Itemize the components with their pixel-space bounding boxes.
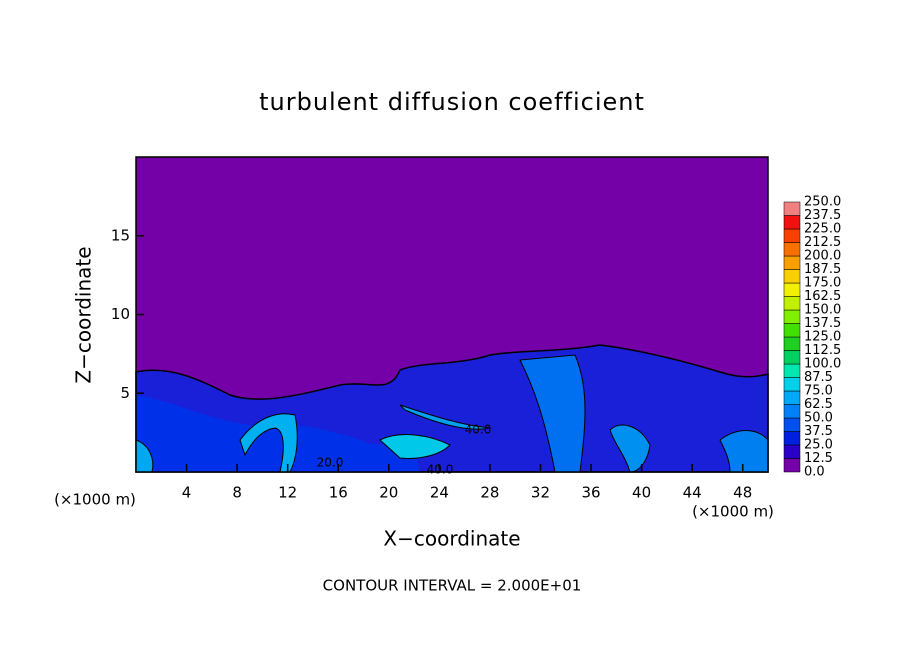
contour-label: 40.0 [427,463,454,477]
field-region [609,424,651,473]
colorbar-swatch [783,417,801,432]
colorbar-swatch [783,269,801,284]
colorbar-label: 212.5 [804,235,841,250]
colorbar-label: 162.5 [804,289,841,304]
x-tick-label: 24 [430,484,449,502]
colorbar-label: 37.5 [804,424,833,439]
x-tick-label: 48 [733,484,752,502]
colorbar-label: 150.0 [804,303,841,318]
y-tick-label: 5 [120,384,130,402]
colorbar-swatch [783,350,801,365]
colorbar-swatch [783,336,801,351]
contour-label: 20.0 [317,456,344,470]
colorbar-swatch [783,228,801,243]
colorbar-label: 187.5 [804,262,841,277]
x-tick-label: 28 [480,484,499,502]
colorbar-swatch [783,404,801,419]
chart-title: turbulent diffusion coefficient [259,88,645,116]
colorbar-swatch [783,215,801,230]
colorbar-swatch [783,255,801,270]
colorbar-label: 112.5 [804,343,841,358]
colorbar-swatch [783,296,801,311]
colorbar-label: 225.0 [804,222,841,237]
contour-label: 40.0 [465,423,492,437]
colorbar-swatch [783,363,801,378]
field-region [379,434,451,459]
colorbar-swatch [783,377,801,392]
x-tick-label: 20 [379,484,398,502]
colorbar-label: 50.0 [804,411,833,426]
colorbar-label: 100.0 [804,357,841,372]
y-tick-label: 10 [111,305,130,323]
y-tick-label: 15 [111,226,130,244]
colorbar-label: 175.0 [804,276,841,291]
colorbar-swatch [783,431,801,446]
colorbar-label: 75.0 [804,384,833,399]
colorbar-label: 87.5 [804,370,833,385]
x-tick-label: 12 [278,484,297,502]
x-tick-label: 44 [683,484,702,502]
colorbar-swatch [783,390,801,405]
x-tick-label: 16 [329,484,348,502]
colorbar-swatch [783,201,801,216]
x-unit-label: (×1000 m) [692,503,774,521]
colorbar-label: 0.0 [804,465,825,480]
contour-interval: CONTOUR INTERVAL = 2.000E+01 [323,577,582,595]
colorbar-swatch [783,309,801,324]
field-region [399,404,491,430]
x-tick-label: 32 [531,484,550,502]
colorbar-label: 62.5 [804,397,833,412]
colorbar-swatch [783,323,801,338]
colorbar-label: 125.0 [804,330,841,345]
colorbar-swatch [783,458,801,473]
x-tick-label: 36 [581,484,600,502]
colorbar-swatch [783,444,801,459]
x-tick-label: 8 [232,484,242,502]
y-axis-label: Z−coordinate [72,246,96,383]
field [135,156,769,473]
field-region [136,395,420,472]
colorbar-swatch [783,282,801,297]
x-tick-label: 40 [632,484,651,502]
x-axis-label: X−coordinate [383,527,520,551]
colorbar-label: 200.0 [804,249,841,264]
x-tick-label: 4 [182,484,192,502]
colorbar-label: 237.5 [804,208,841,223]
colorbar-label: 137.5 [804,316,841,331]
colorbar-label: 12.5 [804,451,833,466]
colorbar-label: 250.0 [804,195,841,210]
colorbar-swatch [783,242,801,257]
colorbar-label: 25.0 [804,438,833,453]
y-unit-label: (×1000 m) [54,491,136,509]
